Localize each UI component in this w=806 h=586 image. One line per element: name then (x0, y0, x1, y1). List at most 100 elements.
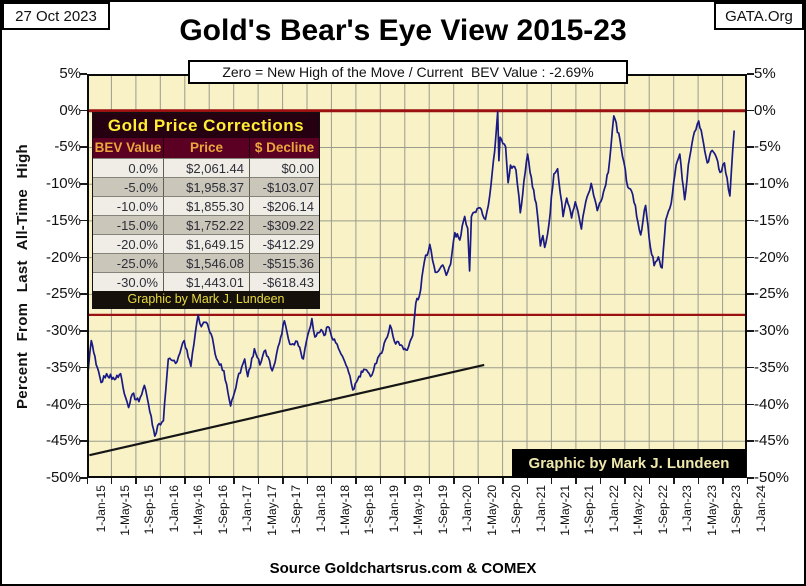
x-axis-label: 1-Sep-18 (362, 485, 377, 535)
y-axis-tick (747, 146, 754, 148)
x-axis-label: 1-Sep-16 (215, 485, 230, 535)
y-axis-tick (80, 73, 87, 75)
y-axis-label: 5% (754, 65, 776, 82)
bev-value-cell: -20.0% (93, 234, 163, 253)
table-row: -20.0% $1,649.15 -$412.29 (93, 234, 319, 253)
x-axis-label: 1-Sep-23 (729, 485, 744, 535)
x-axis-label: 1-May-18 (337, 485, 352, 536)
y-axis-label: 0% (754, 101, 776, 119)
price-cell: $1,855.30 (163, 196, 249, 215)
x-axis-label: 1-Sep-15 (142, 485, 157, 535)
x-axis-label: 1-May-22 (631, 485, 646, 536)
x-axis-tick (86, 478, 88, 484)
y-axis-tick (747, 366, 754, 369)
y-axis-tick (80, 219, 87, 222)
x-axis-tick (110, 478, 113, 484)
x-axis-tick (233, 478, 235, 484)
y-axis-label: -35% (45, 358, 81, 376)
table-row: -25.0% $1,546.08 -$515.36 (93, 253, 319, 272)
x-axis-tick (722, 478, 724, 484)
x-axis-tick (257, 478, 260, 484)
y-axis-tick (80, 109, 87, 112)
y-axis-label: -10% (45, 175, 81, 193)
decline-cell: -$618.43 (249, 272, 319, 291)
y-axis-tick (747, 183, 754, 185)
x-axis-tick (624, 478, 626, 484)
x-axis-tick (575, 478, 577, 484)
x-axis-tick (526, 478, 528, 484)
table-row: -10.0% $1,855.30 -$206.14 (93, 196, 319, 215)
x-axis-label: 1-May-17 (264, 485, 279, 536)
y-axis-tick (747, 477, 754, 479)
x-axis-label: 1-Jan-17 (240, 485, 255, 533)
y-axis-label: -5% (54, 138, 81, 156)
y-axis-label: -40% (45, 395, 81, 413)
y-axis-label: 5% (59, 65, 81, 82)
x-axis-label: 1-Jan-23 (680, 485, 695, 533)
y-axis-label: -5% (754, 138, 781, 156)
y-axis-title: Percent From Last All-Time High (14, 143, 31, 409)
y-axis-label: -50% (754, 469, 790, 486)
x-axis-label: 1-Jan-15 (93, 485, 108, 533)
report-date-box: 27 Oct 2023 (2, 2, 110, 30)
x-axis-label: 1-Jan-16 (166, 485, 181, 533)
y-axis-tick (747, 109, 754, 112)
decline-cell: -$412.29 (249, 234, 319, 253)
y-axis-tick (747, 403, 754, 406)
bev-value-cell: -5.0% (93, 177, 163, 196)
bev-value-cell: 0.0% (93, 158, 163, 177)
y-axis-label: -30% (45, 322, 81, 340)
x-axis-tick (550, 478, 553, 484)
credit-box: Graphic by Mark J. Lundeen (512, 449, 746, 478)
x-axis-tick (673, 478, 675, 484)
y-axis-tick (747, 256, 754, 259)
x-axis-label: 1-May-16 (191, 485, 206, 536)
report-date: 27 Oct 2023 (15, 7, 97, 25)
gata-org-box: GATA.Org (714, 2, 804, 30)
x-axis-label: 1-Jan-20 (460, 485, 475, 533)
price-cell: $1,649.15 (163, 234, 249, 253)
x-axis-label: 1-Sep-22 (655, 485, 670, 535)
y-axis-label: -35% (754, 358, 790, 376)
x-axis-tick (135, 478, 137, 484)
x-axis-label: 1-May-21 (557, 485, 572, 536)
x-axis-tick (453, 478, 455, 484)
x-axis-tick (306, 478, 308, 484)
decline-cell: $0.00 (249, 158, 319, 177)
x-axis-tick (208, 478, 211, 484)
x-axis-tick (404, 478, 406, 484)
y-axis-tick (747, 73, 754, 75)
gata-org-label: GATA.Org (725, 7, 793, 25)
y-axis-tick (80, 440, 87, 442)
y-axis-label: -45% (45, 432, 81, 450)
x-axis-label: 1-Jan-21 (533, 485, 548, 533)
column-header: BEV Value (94, 140, 162, 155)
y-axis-label: -15% (754, 211, 790, 229)
corrections-table-credit: Graphic by Mark J. Lundeen (93, 291, 319, 308)
y-axis-label: -30% (754, 322, 790, 340)
bev-value-cell: -15.0% (93, 215, 163, 234)
x-axis-label: 1-May-15 (117, 485, 132, 536)
x-axis-tick (477, 478, 480, 484)
credit-text: Graphic by Mark J. Lundeen (528, 455, 730, 472)
column-header: $ Decline (249, 138, 319, 158)
bev-value-cell: -25.0% (93, 253, 163, 272)
x-axis-label: 1-Sep-19 (435, 485, 450, 535)
y-axis-label: 0% (59, 101, 81, 119)
y-axis-tick (747, 293, 754, 295)
x-axis-tick (355, 478, 357, 484)
price-cell: $1,546.08 (163, 253, 249, 272)
y-axis-tick (747, 219, 754, 222)
y-axis-tick (747, 330, 754, 332)
y-axis-label: -25% (754, 285, 790, 303)
x-axis-tick (648, 478, 651, 484)
x-axis-label: 1-May-23 (704, 485, 719, 536)
x-axis-tick (379, 478, 382, 484)
y-axis-label: -40% (754, 395, 790, 413)
y-axis-tick (80, 477, 87, 479)
source-line: Source Goldchartsrus.com & COMEX (269, 560, 537, 577)
decline-cell: -$309.22 (249, 215, 319, 234)
price-cell: $2,061.44 (163, 158, 249, 177)
corrections-table-header: BEV Value Price $ Decline (93, 138, 319, 158)
x-axis-tick (330, 478, 333, 484)
